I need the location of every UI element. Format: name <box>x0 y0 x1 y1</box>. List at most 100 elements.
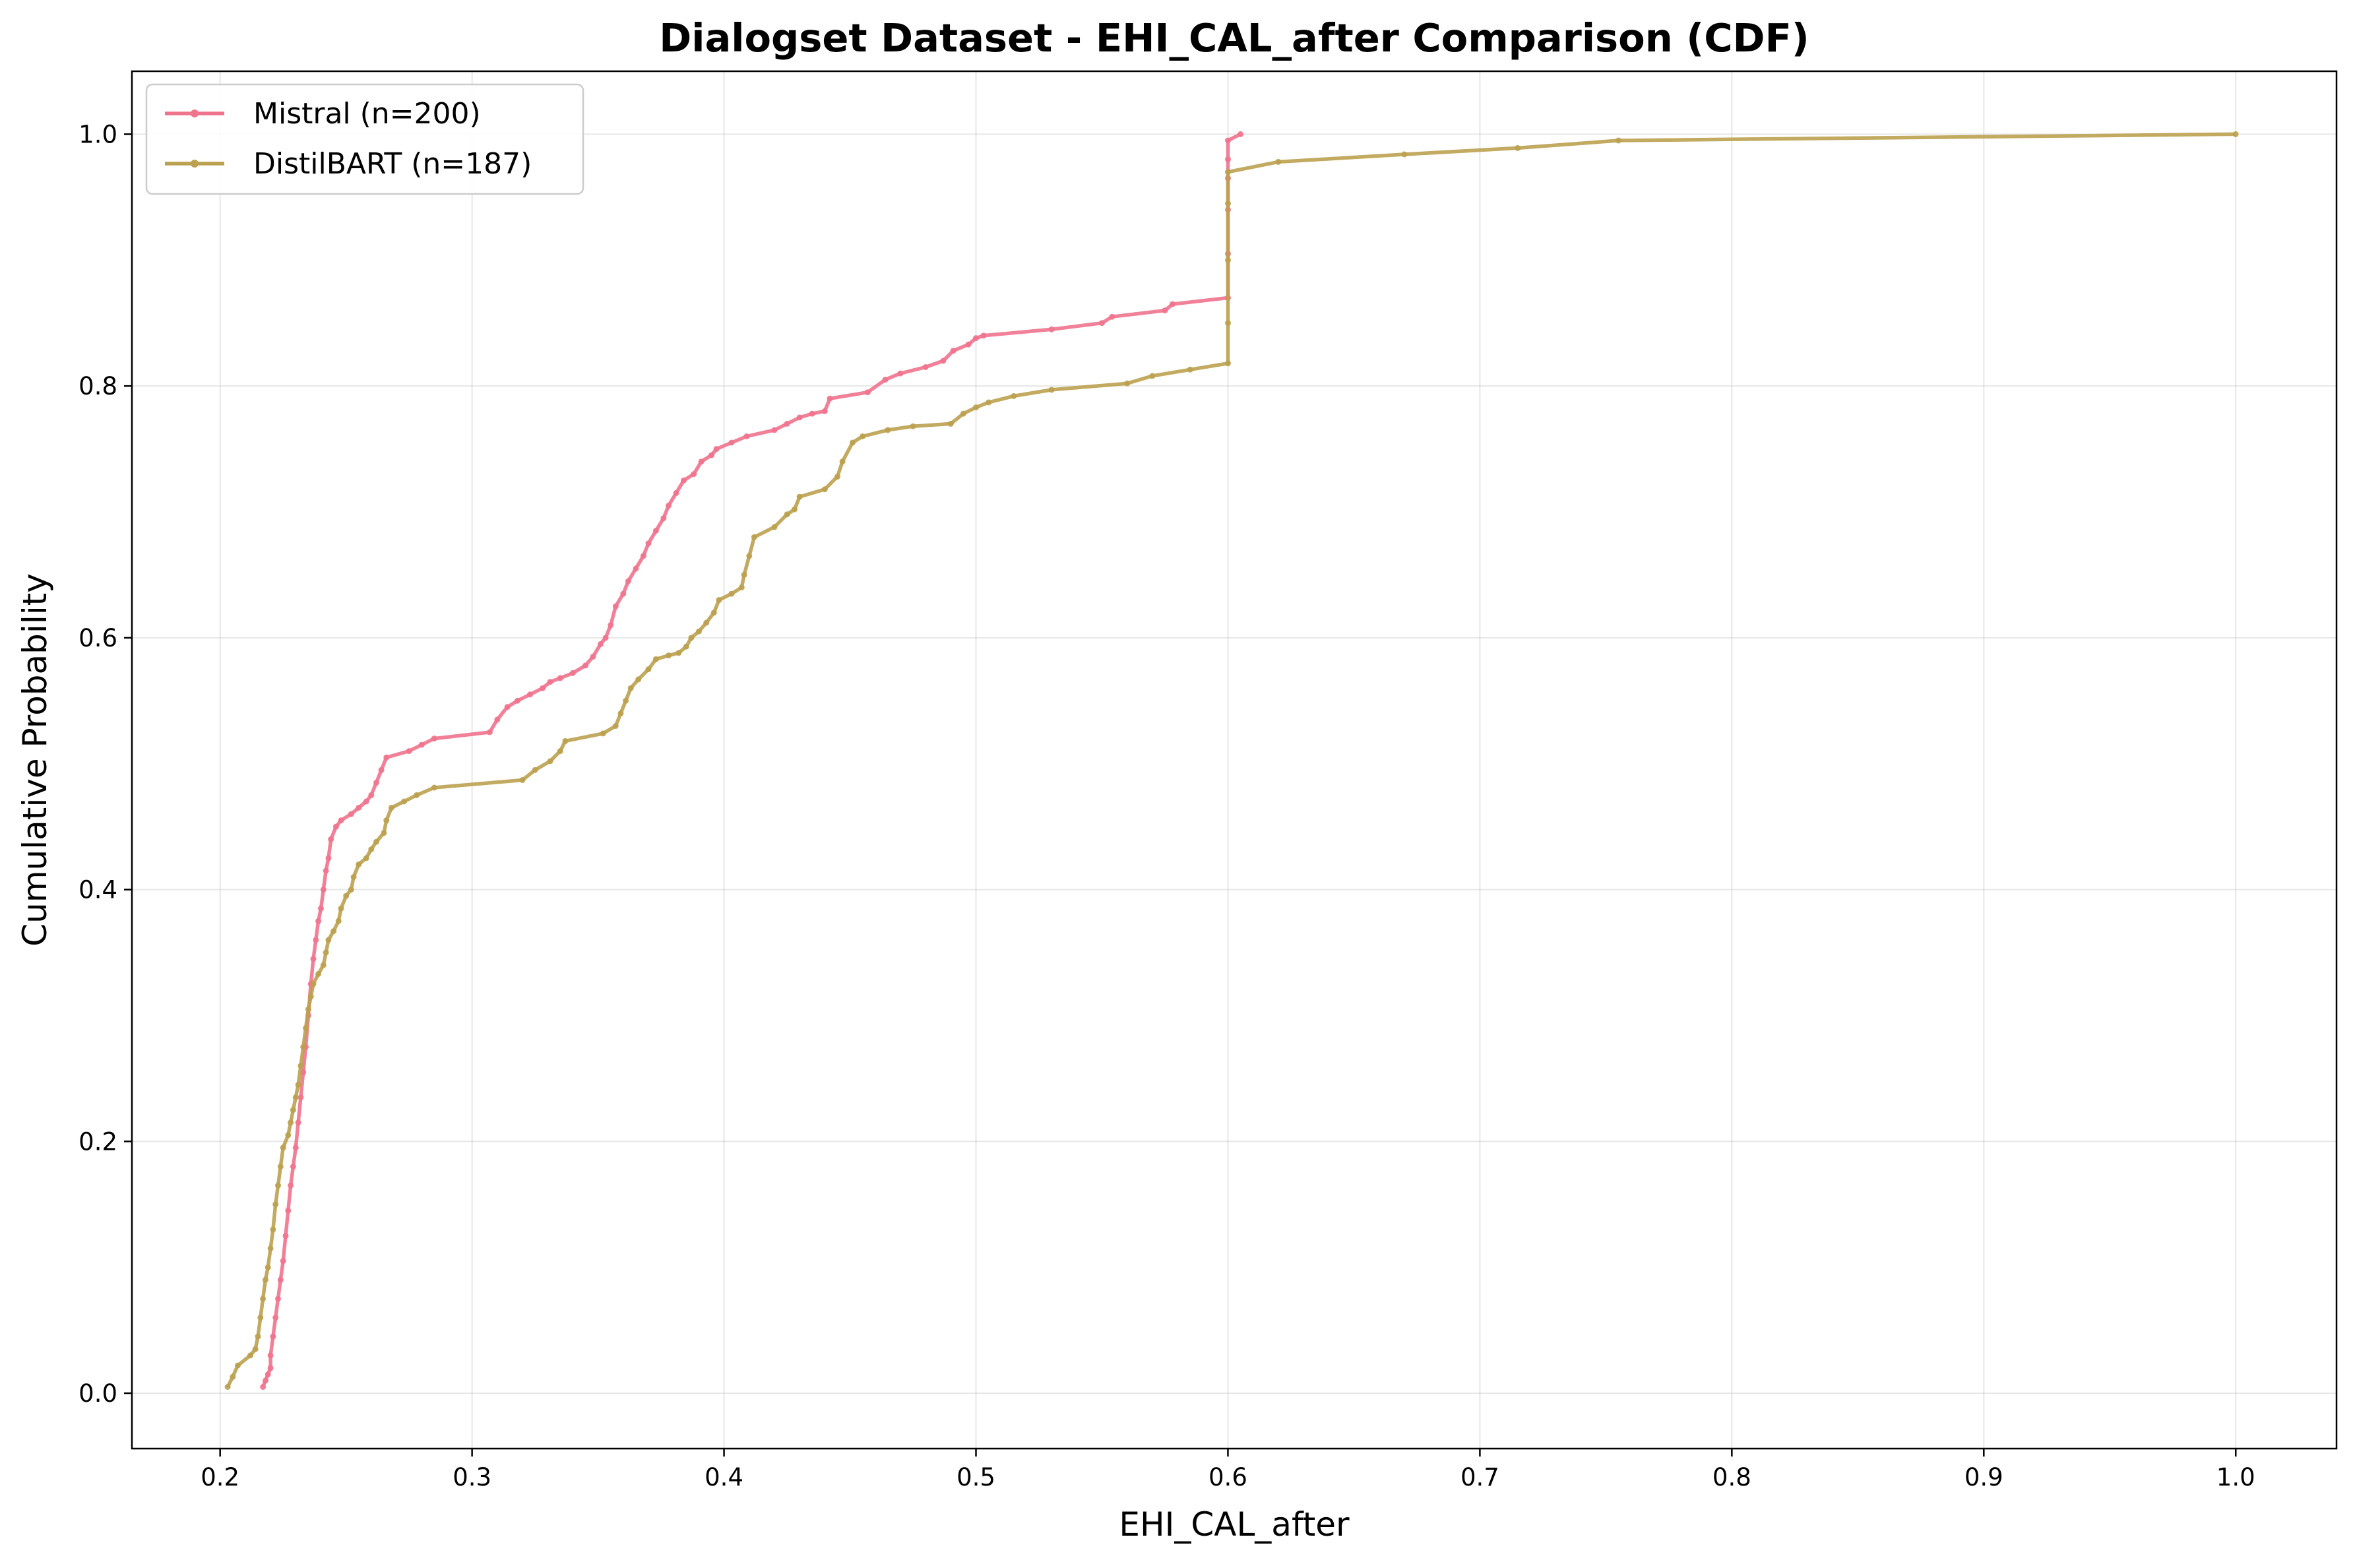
data-point <box>282 1232 289 1239</box>
data-point <box>230 1373 236 1380</box>
data-point <box>1275 158 1282 165</box>
data-point <box>640 553 646 559</box>
data-point <box>809 410 815 417</box>
data-point <box>272 1201 279 1208</box>
data-point <box>300 1044 307 1050</box>
data-point <box>796 493 803 500</box>
data-point <box>625 578 631 584</box>
data-point <box>368 792 375 798</box>
data-point <box>288 1119 294 1126</box>
data-point <box>323 867 329 874</box>
data-point <box>280 1145 286 1151</box>
x-tick-label: 0.8 <box>1712 1463 1751 1491</box>
data-point <box>1225 137 1231 144</box>
data-point <box>633 565 639 572</box>
data-point <box>262 1276 268 1283</box>
data-point <box>562 737 569 744</box>
data-point <box>1225 257 1231 263</box>
data-point <box>486 729 493 736</box>
data-point <box>504 704 511 710</box>
data-point <box>1109 313 1115 320</box>
data-point <box>973 404 979 411</box>
data-point <box>1124 380 1131 387</box>
data-point <box>547 679 553 685</box>
data-point <box>363 798 369 805</box>
data-point <box>356 861 362 867</box>
x-tick-label: 0.4 <box>705 1463 743 1491</box>
data-point <box>1169 301 1176 307</box>
data-point <box>1225 360 1231 367</box>
data-point <box>947 420 954 427</box>
data-point <box>418 741 425 748</box>
data-point <box>547 758 553 765</box>
data-point <box>569 670 576 676</box>
series-lines <box>224 131 2239 1390</box>
data-point <box>688 635 695 641</box>
data-point <box>1515 144 1521 151</box>
data-point <box>645 666 652 673</box>
data-point <box>743 433 750 439</box>
data-point <box>318 905 324 912</box>
data-point <box>224 1384 231 1390</box>
data-point <box>295 1081 301 1088</box>
data-point <box>255 1333 261 1340</box>
data-point <box>666 503 672 509</box>
data-point <box>285 1207 292 1214</box>
data-point <box>383 817 390 824</box>
data-point <box>1225 156 1231 163</box>
data-point <box>882 377 889 383</box>
data-point <box>519 777 526 783</box>
data-point <box>666 652 672 659</box>
data-point <box>1187 366 1193 373</box>
data-point <box>378 767 385 773</box>
data-point <box>698 458 705 465</box>
x-tick-label: 0.5 <box>957 1463 995 1491</box>
data-point <box>980 332 987 339</box>
data-point <box>514 697 520 704</box>
data-point <box>348 811 354 817</box>
x-tick-label: 0.7 <box>1460 1463 1499 1491</box>
data-point <box>275 1296 281 1302</box>
data-point <box>260 1296 267 1302</box>
data-point <box>290 1164 296 1170</box>
series-0 <box>260 131 1243 1390</box>
data-point <box>330 928 337 935</box>
data-point <box>277 1276 284 1283</box>
data-point <box>728 439 735 446</box>
data-point <box>335 918 342 924</box>
data-point <box>252 1346 259 1352</box>
y-tick-label: 0.4 <box>78 876 117 904</box>
data-point <box>728 590 735 597</box>
data-point <box>270 1226 276 1233</box>
data-point <box>821 486 828 493</box>
data-point <box>652 528 659 534</box>
legend: Mistral (n=200) DistilBART (n=187) <box>145 83 584 195</box>
data-point <box>265 1371 271 1377</box>
data-point <box>771 427 778 433</box>
data-point <box>540 685 546 691</box>
data-point <box>257 1315 264 1321</box>
data-point <box>247 1352 253 1359</box>
data-point <box>950 348 957 354</box>
data-point <box>986 399 992 406</box>
data-point <box>860 433 866 439</box>
data-point <box>1099 320 1105 327</box>
data-point <box>675 650 682 656</box>
data-point <box>612 603 619 610</box>
y-tick-label: 0.2 <box>78 1127 117 1156</box>
data-point <box>695 628 702 635</box>
chart-title: Dialogset Dataset - EHI_CAL_after Compar… <box>659 15 1809 61</box>
legend-marker-mistral <box>191 110 199 117</box>
data-point <box>600 730 606 737</box>
data-point <box>910 423 916 429</box>
data-point <box>325 937 332 943</box>
y-axis-label: Cumulative Probability <box>16 573 54 947</box>
data-point <box>673 489 679 496</box>
data-point <box>267 1245 274 1251</box>
data-point <box>965 341 972 348</box>
y-tick-label: 0.8 <box>78 372 117 400</box>
data-point <box>784 511 790 518</box>
